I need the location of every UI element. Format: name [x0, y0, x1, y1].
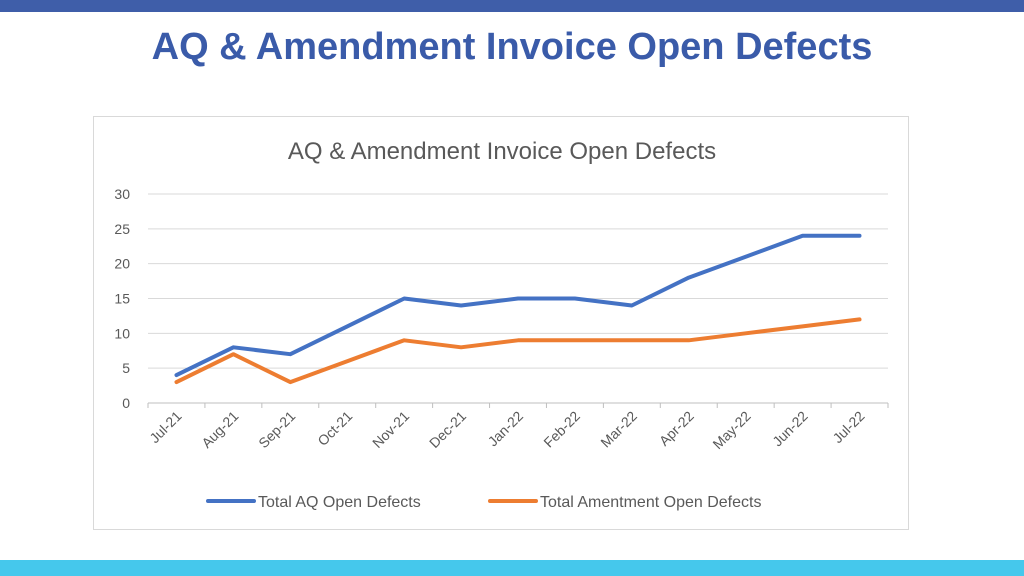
x-tick-label: Aug-21: [198, 408, 241, 451]
y-tick-label: 15: [114, 291, 130, 307]
bottom-accent-bar: [0, 560, 1024, 576]
legend-label: Total AQ Open Defects: [258, 494, 421, 511]
top-accent-bar: [0, 0, 1024, 12]
line-chart: AQ & Amendment Invoice Open Defects 0 5 10…: [114, 138, 889, 511]
x-tick-label: Feb-22: [540, 408, 583, 451]
x-tick-label: Jul-22: [829, 408, 867, 446]
x-tick-label: Oct-21: [314, 408, 355, 449]
x-tick-label: Apr-22: [656, 408, 697, 449]
chart-frame: AQ & Amendment Invoice Open Defects 0 5 10…: [93, 116, 909, 530]
y-tick-label: 20: [114, 256, 130, 272]
y-tick-label: 5: [122, 360, 130, 376]
y-tick-label: 25: [114, 221, 130, 237]
x-tick-label: Jul-21: [146, 408, 184, 446]
x-tick-label: Nov-21: [369, 408, 412, 451]
y-tick-label: 0: [122, 395, 130, 411]
legend-label: Total Amentment Open Defects: [540, 494, 761, 511]
y-tick-label: 30: [114, 186, 130, 202]
x-tick-label: Jun-22: [769, 408, 811, 450]
x-tick-label: May-22: [709, 408, 753, 452]
x-tick-label: Dec-21: [426, 408, 469, 451]
chart-title: AQ & Amendment Invoice Open Defects: [288, 138, 716, 165]
x-tick-label: Sep-21: [255, 408, 298, 451]
series-line-1: [174, 233, 862, 378]
series-line-2: [174, 317, 862, 385]
slide-title: AQ & Amendment Invoice Open Defects: [151, 26, 873, 68]
x-tick-label: Jan-22: [485, 408, 527, 450]
y-tick-label: 10: [114, 325, 130, 341]
x-tick-label: Mar-22: [597, 408, 640, 451]
